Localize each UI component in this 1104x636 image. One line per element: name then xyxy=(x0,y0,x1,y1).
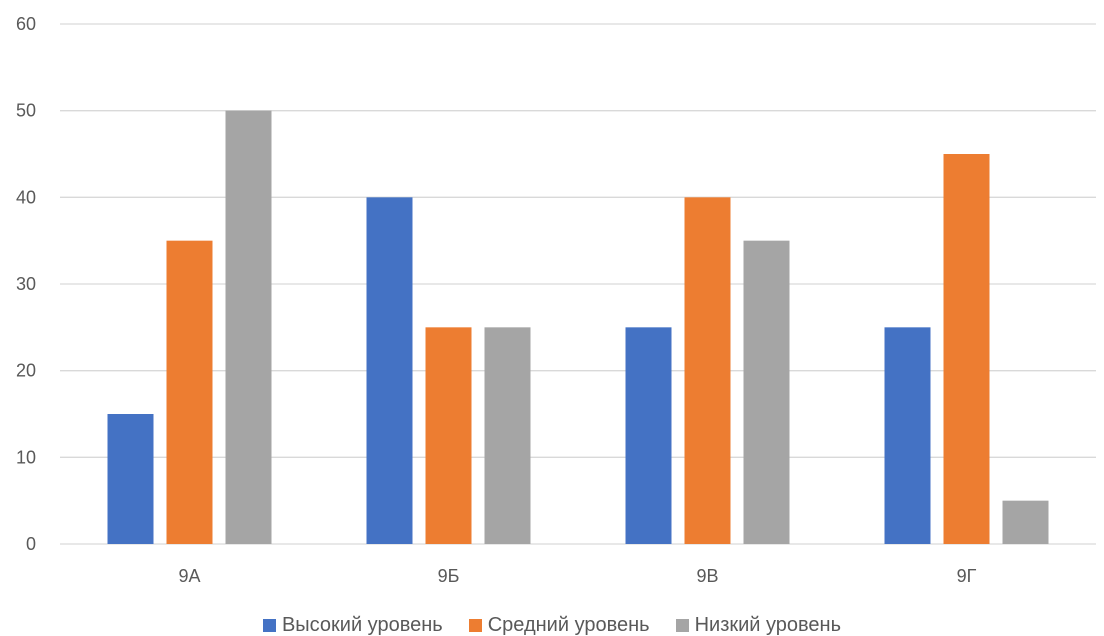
legend: Высокий уровень Средний уровень Низкий у… xyxy=(0,614,1104,636)
x-axis-ticks: 9А 9Б 9В 9Г xyxy=(178,566,976,586)
y-tick-label: 10 xyxy=(16,447,36,467)
legend-label-medium: Средний уровень xyxy=(487,614,650,636)
y-tick-label: 50 xyxy=(16,101,36,121)
bar-9А-series-0 xyxy=(107,414,154,544)
y-tick-label: 30 xyxy=(16,274,36,294)
bar-9Г-series-1 xyxy=(943,154,990,544)
x-tick-label: 9А xyxy=(178,566,200,586)
bar-9А-series-1 xyxy=(166,240,213,544)
x-tick-label: 9В xyxy=(696,566,718,586)
y-tick-label: 0 xyxy=(26,534,36,554)
bar-9Б-series-0 xyxy=(366,197,413,545)
bar-9Г-series-2 xyxy=(1002,500,1049,544)
bar-9В-series-1 xyxy=(684,197,731,545)
bar-9Г-series-0 xyxy=(884,327,931,544)
legend-label-high: Высокий уровень xyxy=(281,614,443,636)
bar-9В-series-2 xyxy=(743,240,790,544)
legend-item-low: Низкий уровень xyxy=(675,614,842,636)
x-tick-label: 9Г xyxy=(957,566,977,586)
bar-9В-series-0 xyxy=(625,327,672,544)
bar-chart-svg: 0 10 20 30 40 50 60 9А 9Б 9В 9Г xyxy=(16,14,1096,586)
x-tick-label: 9Б xyxy=(438,566,460,586)
legend-swatch-high xyxy=(262,618,276,632)
bar-9А-series-2 xyxy=(225,110,272,545)
legend-label-low: Низкий уровень xyxy=(694,614,842,636)
bar-9Б-series-1 xyxy=(425,327,472,544)
y-axis-ticks: 0 10 20 30 40 50 60 xyxy=(16,14,36,554)
legend-swatch-medium xyxy=(468,618,482,632)
gridlines xyxy=(60,23,1096,545)
legend-item-medium: Средний уровень xyxy=(468,614,650,636)
legend-swatch-low xyxy=(675,618,689,632)
y-tick-label: 40 xyxy=(16,187,36,207)
legend-item-high: Высокий уровень xyxy=(262,614,443,636)
bars xyxy=(107,110,1049,545)
y-tick-label: 20 xyxy=(16,361,36,381)
y-tick-label: 60 xyxy=(16,14,36,34)
bar-9Б-series-2 xyxy=(484,327,531,544)
